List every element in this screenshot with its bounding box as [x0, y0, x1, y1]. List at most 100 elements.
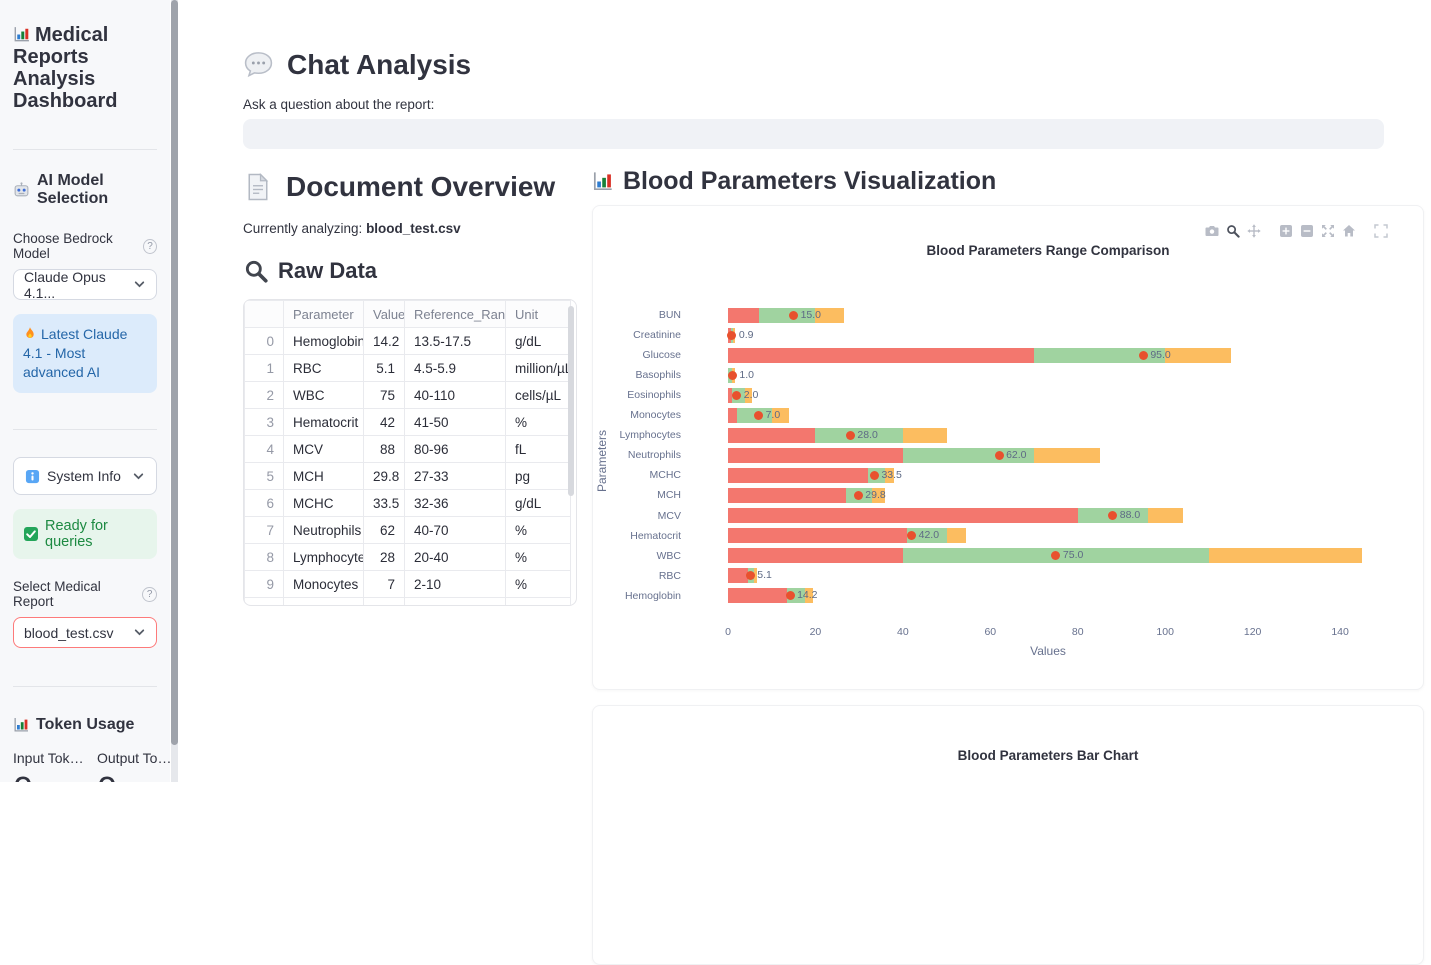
- below-range-segment[interactable]: [728, 307, 759, 323]
- value-marker[interactable]: [869, 470, 879, 480]
- normal-range-segment[interactable]: [758, 307, 816, 323]
- below-range-segment[interactable]: [728, 347, 1035, 363]
- above-range-segment[interactable]: [885, 467, 895, 483]
- value-marker[interactable]: [853, 490, 863, 500]
- model-select[interactable]: Claude Opus 4.1...: [13, 269, 157, 301]
- range-bar[interactable]: [728, 548, 1362, 564]
- sidebar-scrollbar-thumb[interactable]: [171, 0, 178, 745]
- below-range-segment[interactable]: [728, 467, 868, 483]
- table-cell: MCH: [283, 462, 364, 490]
- help-icon[interactable]: ?: [142, 238, 157, 254]
- pan-icon[interactable]: [1246, 223, 1262, 239]
- value-label: 42.0: [918, 529, 940, 542]
- chart-title: Blood Parameters Bar Chart: [957, 748, 1139, 763]
- value-marker[interactable]: [785, 591, 795, 601]
- value-marker[interactable]: [754, 410, 764, 420]
- value-marker[interactable]: [727, 330, 737, 340]
- above-range-segment[interactable]: [815, 307, 844, 323]
- table-cell: 14.2: [363, 327, 405, 355]
- range-bar[interactable]: [728, 447, 1100, 463]
- table-row: 10Eosinophils21-4%: [244, 597, 571, 605]
- system-info-expander[interactable]: System Info: [13, 457, 157, 495]
- autoscale-icon[interactable]: [1320, 223, 1336, 239]
- value-label: 62.0: [1006, 448, 1027, 461]
- normal-range-segment[interactable]: [907, 528, 947, 544]
- table-cell: 3: [244, 408, 284, 436]
- above-range-segment[interactable]: [1034, 447, 1100, 463]
- token-metrics: Input Tokens 0 Output Tokens 0 Total Tok…: [13, 750, 170, 782]
- below-range-segment[interactable]: [728, 508, 1078, 523]
- range-bar[interactable]: [728, 347, 1231, 363]
- sidebar-scrollbar[interactable]: [171, 0, 178, 782]
- x-tick-label: 100: [1156, 626, 1174, 638]
- normal-range-segment[interactable]: [1034, 347, 1166, 363]
- document-heading-text: Document Overview: [286, 171, 556, 202]
- zoom-icon[interactable]: [1225, 223, 1241, 239]
- normal-range-segment[interactable]: [815, 427, 903, 443]
- above-range-segment[interactable]: [804, 588, 814, 604]
- value-marker[interactable]: [727, 370, 737, 380]
- below-range-segment[interactable]: [728, 568, 748, 584]
- zoom-in-icon[interactable]: [1278, 223, 1294, 239]
- below-range-segment[interactable]: [728, 588, 788, 604]
- table-cell: 2: [363, 597, 405, 605]
- above-range-segment[interactable]: [771, 407, 790, 423]
- bar-chart-card: Blood Parameters Bar Chart: [592, 705, 1424, 965]
- zoom-out-icon[interactable]: [1299, 223, 1315, 239]
- help-icon[interactable]: ?: [142, 586, 157, 602]
- chat-input[interactable]: [243, 119, 1384, 149]
- table-cell: %: [505, 570, 571, 598]
- range-bar[interactable]: [728, 427, 947, 443]
- range-bar[interactable]: [728, 508, 1183, 523]
- below-range-segment[interactable]: [728, 407, 737, 423]
- value-marker[interactable]: [845, 430, 855, 440]
- home-icon[interactable]: [1341, 223, 1357, 239]
- above-range-segment[interactable]: [902, 427, 947, 443]
- above-range-segment[interactable]: [872, 487, 886, 503]
- above-range-segment[interactable]: [1165, 347, 1231, 363]
- table-cell: 1: [244, 354, 284, 382]
- table-cell: 75: [363, 381, 405, 409]
- table-cell: 40-110: [404, 381, 506, 409]
- value-marker[interactable]: [732, 390, 742, 400]
- above-range-segment[interactable]: [1208, 548, 1362, 564]
- y-tick-label: MCH: [657, 489, 681, 502]
- below-range-segment[interactable]: [728, 487, 847, 503]
- value-marker[interactable]: [789, 310, 799, 320]
- table-row: 4 MCV 88 80-96 fL: [244, 435, 571, 463]
- below-range-segment[interactable]: [728, 528, 908, 544]
- value-marker[interactable]: [994, 450, 1004, 460]
- below-range-segment[interactable]: [728, 387, 733, 403]
- value-marker[interactable]: [745, 571, 755, 581]
- camera-icon[interactable]: [1204, 223, 1220, 239]
- column-header: Parameter: [283, 300, 364, 328]
- model-select-label: Choose Bedrock Model: [13, 231, 113, 261]
- raw-data-heading-text: Raw Data: [278, 258, 378, 283]
- fullscreen-icon[interactable]: [1373, 223, 1389, 239]
- report-select[interactable]: blood_test.csv: [13, 617, 157, 648]
- below-range-segment[interactable]: [728, 447, 903, 463]
- page-icon: [243, 172, 273, 202]
- above-range-segment[interactable]: [946, 528, 967, 544]
- metric-label: Output Tokens: [97, 750, 170, 766]
- above-range-segment[interactable]: [1147, 508, 1183, 523]
- value-marker[interactable]: [907, 531, 917, 541]
- above-range-segment[interactable]: [753, 568, 757, 584]
- value-marker[interactable]: [1138, 350, 1148, 360]
- metric-label: Input Tokens: [13, 750, 91, 766]
- above-range-segment[interactable]: [745, 387, 753, 403]
- below-range-segment[interactable]: [728, 427, 816, 443]
- table-cell: WBC: [283, 381, 364, 409]
- table-scrollbar[interactable]: [568, 306, 574, 496]
- range-bar[interactable]: [728, 528, 967, 544]
- value-label: 28.0: [857, 428, 878, 441]
- divider: [13, 686, 157, 687]
- value-marker[interactable]: [1108, 511, 1118, 520]
- model-select-label-row: Choose Bedrock Model ?: [13, 231, 157, 261]
- value-marker[interactable]: [1051, 551, 1061, 561]
- x-axis-title: Values: [1030, 644, 1066, 658]
- range-bar[interactable]: [728, 307, 844, 323]
- range-bar[interactable]: [728, 487, 886, 503]
- report-select-label: Select Medical Report: [13, 579, 101, 609]
- below-range-segment[interactable]: [728, 548, 903, 564]
